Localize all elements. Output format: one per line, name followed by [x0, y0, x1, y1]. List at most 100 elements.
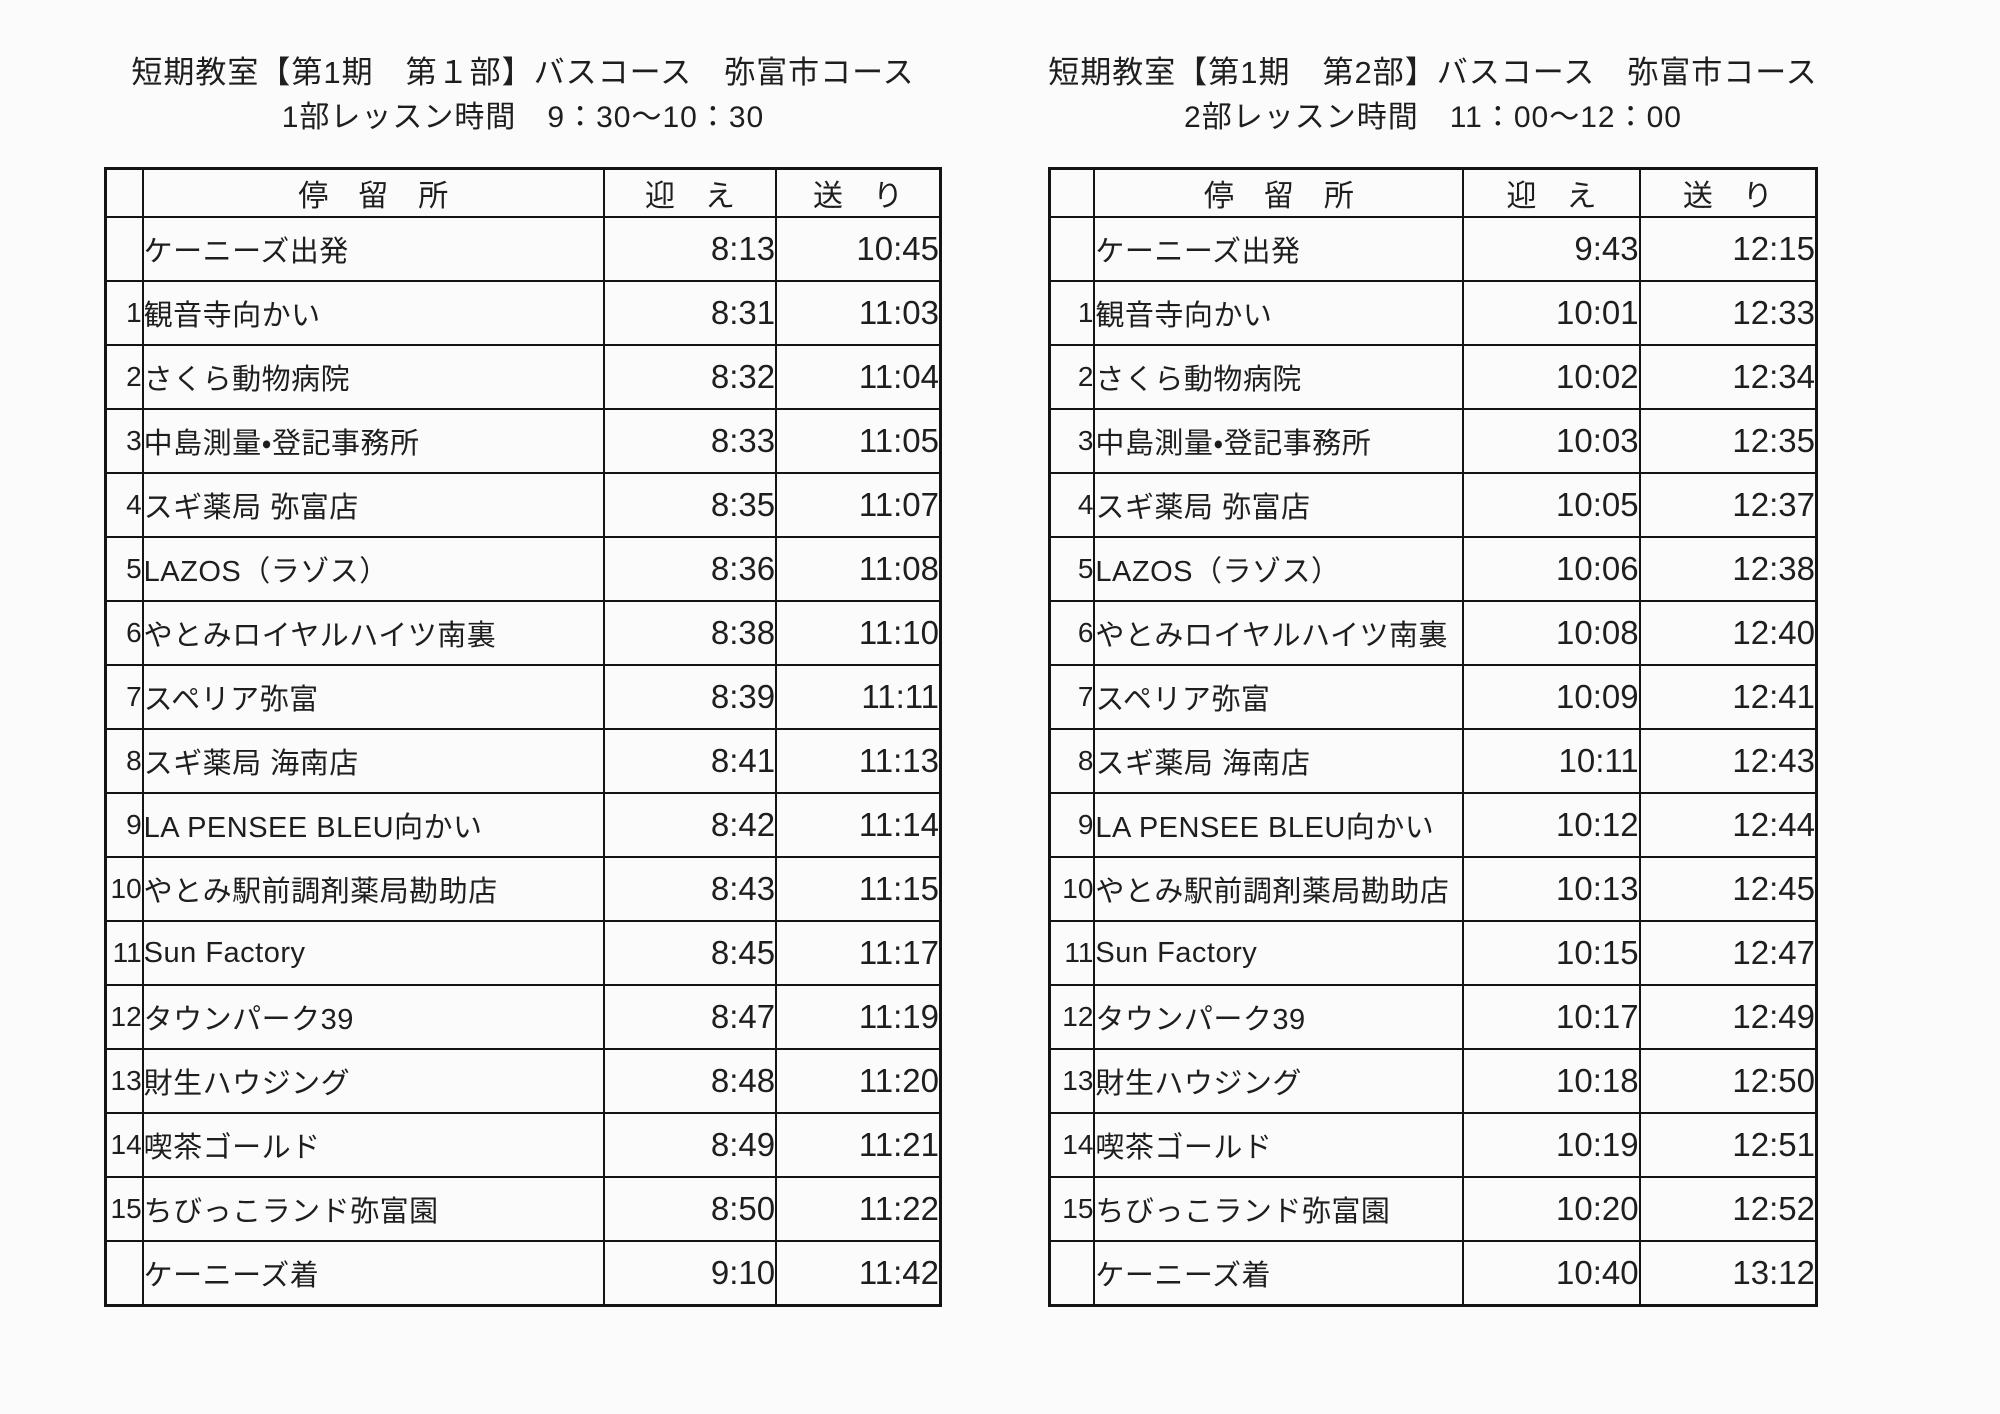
pickup-time-cell: 10:06 — [1462, 536, 1641, 602]
pickup-time-cell: 8:35 — [602, 472, 778, 538]
stop-name-cell: スギ薬局 弥富店 — [141, 472, 605, 538]
stop-name-cell: ケーニーズ出発 — [141, 216, 605, 282]
header-number-cell — [1048, 167, 1096, 218]
header-pickup-cell: 迎 え — [1462, 167, 1641, 218]
stop-row: ケーニーズ出発 8:13 10:45 — [104, 216, 942, 282]
header-row: 停 留 所 迎 え 送 り — [104, 167, 942, 218]
pickup-time-cell: 10:08 — [1462, 600, 1641, 666]
pickup-time-cell: 8:33 — [602, 408, 778, 474]
stop-row: 9 LA PENSEE BLEU向かい 10:12 12:44 — [1048, 792, 1818, 858]
dropoff-time-cell: 11:20 — [775, 1048, 942, 1114]
schedule-part2-lesson-time: 2部レッスン時間 11：00～12：00 — [1184, 101, 1682, 134]
stop-name-cell: スギ薬局 弥富店 — [1093, 472, 1465, 538]
stop-number-cell: 9 — [104, 792, 144, 858]
dropoff-time-cell: 11:22 — [775, 1176, 942, 1242]
stop-number-cell: 14 — [1048, 1112, 1096, 1178]
dropoff-time-cell: 11:14 — [775, 792, 942, 858]
pickup-time-cell: 10:01 — [1462, 280, 1641, 346]
pickup-time-cell: 8:43 — [602, 856, 778, 922]
stop-row: ケーニーズ着 9:10 11:42 — [104, 1240, 942, 1307]
stop-name-cell: LA PENSEE BLEU向かい — [141, 792, 605, 858]
header-dropoff-cell: 送 り — [1638, 167, 1818, 218]
pickup-time-cell: 8:36 — [602, 536, 778, 602]
stop-number-cell: 12 — [104, 984, 144, 1050]
stop-number-cell: 8 — [1048, 728, 1096, 794]
pickup-time-cell: 10:02 — [1462, 344, 1641, 410]
pickup-time-cell: 8:45 — [602, 920, 778, 986]
stop-name-cell: スギ薬局 海南店 — [1093, 728, 1465, 794]
dropoff-time-cell: 11:15 — [775, 856, 942, 922]
pickup-time-cell: 10:09 — [1462, 664, 1641, 730]
schedule-part1-title: 短期教室【第1期 第１部】バスコース 弥富市コース — [131, 55, 915, 90]
pickup-time-cell: 8:47 — [602, 984, 778, 1050]
pickup-time-cell: 10:12 — [1462, 792, 1641, 858]
dropoff-time-cell: 12:40 — [1638, 600, 1818, 666]
dropoff-time-cell: 12:49 — [1638, 984, 1818, 1050]
pickup-time-cell: 10:13 — [1462, 856, 1641, 922]
dropoff-time-cell: 11:11 — [775, 664, 942, 730]
dropoff-time-cell: 12:51 — [1638, 1112, 1818, 1178]
stop-number-cell: 6 — [104, 600, 144, 666]
stop-name-cell: 財生ハウジング — [1093, 1048, 1465, 1114]
stop-number-cell: 13 — [1048, 1048, 1096, 1114]
stop-number-cell: 11 — [104, 920, 144, 986]
stop-number-cell — [1048, 1240, 1096, 1307]
stop-number-cell: 2 — [104, 344, 144, 410]
stop-name-cell: 中島測量・登記事務所 — [141, 408, 605, 474]
dropoff-time-cell: 10:45 — [775, 216, 942, 282]
stop-name-cell: 観音寺向かい — [1093, 280, 1465, 346]
stop-row: 15 ちびっこランド弥富園 10:20 12:52 — [1048, 1176, 1818, 1242]
dropoff-time-cell: 12:33 — [1638, 280, 1818, 346]
pickup-time-cell: 8:31 — [602, 280, 778, 346]
pickup-time-cell: 10:40 — [1462, 1240, 1641, 1307]
stop-row: 1 観音寺向かい 8:31 11:03 — [104, 280, 942, 346]
stop-row: 6 やとみロイヤルハイツ南裏 10:08 12:40 — [1048, 600, 1818, 666]
stop-row: 15 ちびっこランド弥富園 8:50 11:22 — [104, 1176, 942, 1242]
timetable-part1-body: ケーニーズ出発 8:13 10:45 1 観音寺向かい 8:31 11:03 2 さくら動物病院… — [104, 216, 942, 1307]
schedule-part1: 短期教室【第1期 第１部】バスコース 弥富市コース 1部レッスン時間 9：30～… — [104, 50, 942, 1307]
stop-number-cell: 15 — [1048, 1176, 1096, 1242]
stop-row: 8 スギ薬局 海南店 10:11 12:43 — [1048, 728, 1818, 794]
stop-number-cell: 1 — [1048, 280, 1096, 346]
dropoff-time-cell: 11:17 — [775, 920, 942, 986]
dropoff-time-cell: 11:07 — [775, 472, 942, 538]
stop-number-cell: 10 — [1048, 856, 1096, 922]
dropoff-time-cell: 11:08 — [775, 536, 942, 602]
dropoff-time-cell: 12:35 — [1638, 408, 1818, 474]
stop-number-cell: 1 — [104, 280, 144, 346]
pickup-time-cell: 10:20 — [1462, 1176, 1641, 1242]
header-row: 停 留 所 迎 え 送 り — [1048, 167, 1818, 218]
timetable-part1: 停 留 所 迎 え 送 り ケーニーズ出発 8:13 10:45 1 観音寺向かい 8:3… — [104, 167, 942, 1307]
stop-name-cell: スギ薬局 海南店 — [141, 728, 605, 794]
schedule-part2: 短期教室【第1期 第2部】バスコース 弥富市コース 2部レッスン時間 11：00… — [1048, 50, 1818, 1307]
timetable-part2: 停 留 所 迎 え 送 り ケーニーズ出発 9:43 12:15 1 観音寺向かい 10:… — [1048, 167, 1818, 1307]
stop-name-cell: スペリア弥富 — [1093, 664, 1465, 730]
stop-number-cell: 4 — [104, 472, 144, 538]
dropoff-time-cell: 12:37 — [1638, 472, 1818, 538]
stop-row: 14 喫茶ゴールド 10:19 12:51 — [1048, 1112, 1818, 1178]
dropoff-time-cell: 12:43 — [1638, 728, 1818, 794]
pickup-time-cell: 10:03 — [1462, 408, 1641, 474]
stop-row: 2 さくら動物病院 8:32 11:04 — [104, 344, 942, 410]
stop-row: 12 タウンパーク39 8:47 11:19 — [104, 984, 942, 1050]
header-number-cell — [104, 167, 144, 218]
pickup-time-cell: 9:10 — [602, 1240, 778, 1307]
stop-name-cell: ケーニーズ着 — [1093, 1240, 1465, 1307]
dropoff-time-cell: 11:13 — [775, 728, 942, 794]
stop-row: 5 LAZOS（ラゾス） 8:36 11:08 — [104, 536, 942, 602]
stop-name-cell: Sun Factory — [1093, 920, 1465, 986]
pickup-time-cell: 10:15 — [1462, 920, 1641, 986]
header-dropoff-cell: 送 り — [775, 167, 942, 218]
dropoff-time-cell: 12:44 — [1638, 792, 1818, 858]
pickup-time-cell: 8:48 — [602, 1048, 778, 1114]
stop-number-cell: 8 — [104, 728, 144, 794]
stop-number-cell: 9 — [1048, 792, 1096, 858]
stop-name-cell: 中島測量・登記事務所 — [1093, 408, 1465, 474]
header-stop-cell: 停 留 所 — [141, 167, 605, 218]
stop-name-cell: ちびっこランド弥富園 — [1093, 1176, 1465, 1242]
dropoff-time-cell: 11:04 — [775, 344, 942, 410]
stop-number-cell: 2 — [1048, 344, 1096, 410]
stop-name-cell: さくら動物病院 — [141, 344, 605, 410]
dropoff-time-cell: 12:34 — [1638, 344, 1818, 410]
stop-name-cell: 喫茶ゴールド — [141, 1112, 605, 1178]
